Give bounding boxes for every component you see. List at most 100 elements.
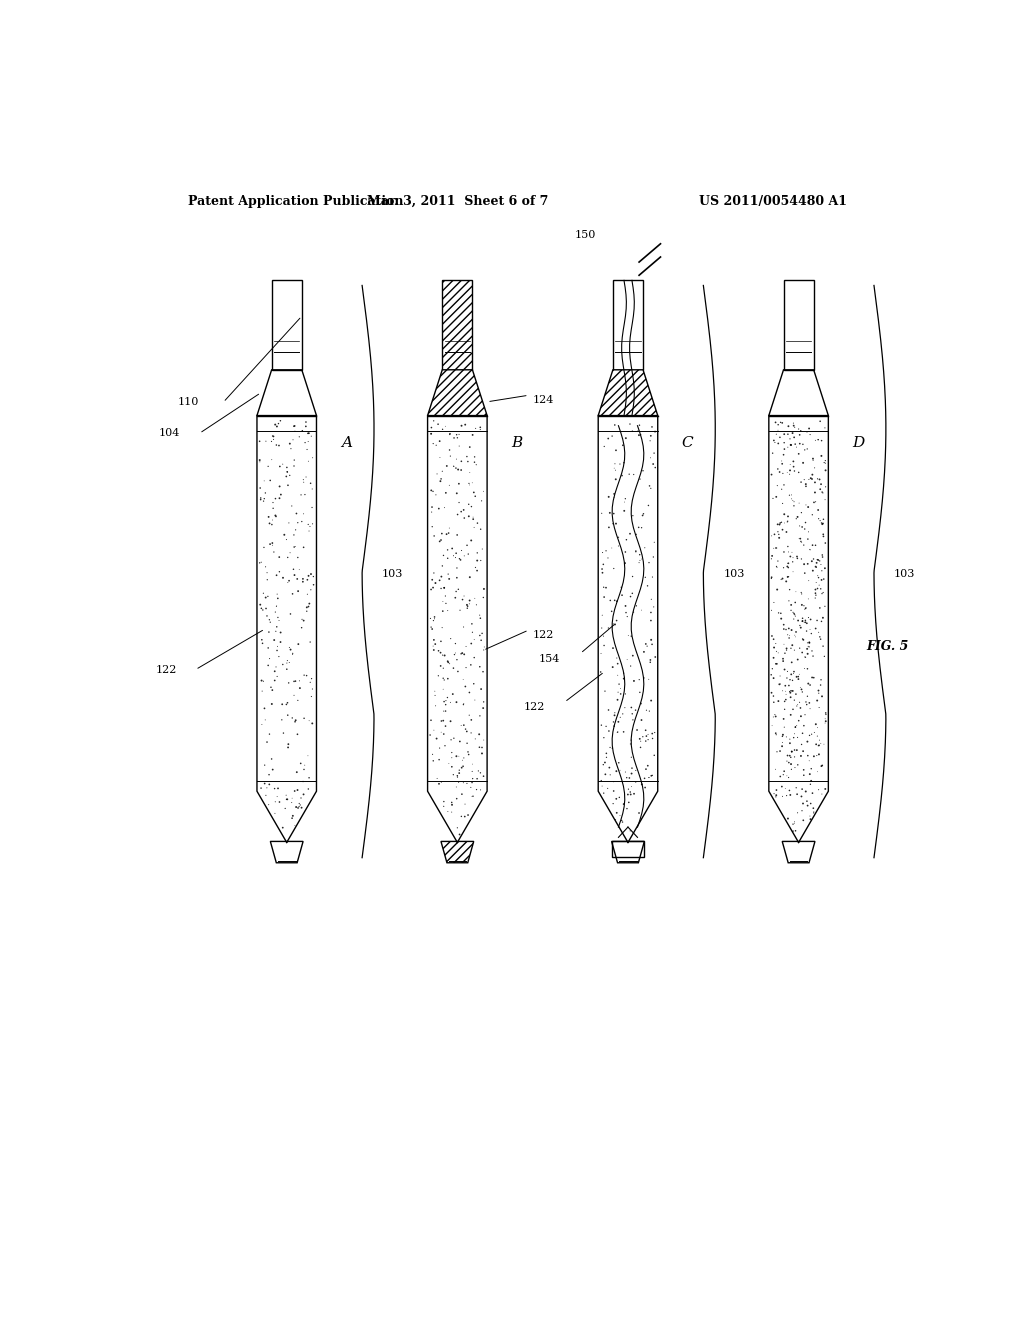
Point bbox=[770, 458, 786, 479]
Point bbox=[285, 805, 301, 826]
Point bbox=[612, 684, 629, 705]
Point bbox=[449, 424, 465, 445]
Point bbox=[791, 444, 807, 465]
Point bbox=[804, 667, 820, 688]
Point bbox=[809, 726, 825, 747]
Point bbox=[267, 506, 284, 527]
Point bbox=[475, 766, 492, 787]
Point bbox=[603, 601, 620, 622]
Point bbox=[475, 730, 492, 751]
Point bbox=[423, 480, 439, 502]
Point bbox=[269, 640, 286, 661]
Point bbox=[298, 665, 314, 686]
Point bbox=[811, 743, 827, 764]
Point bbox=[443, 756, 460, 777]
Point bbox=[455, 750, 471, 771]
Point bbox=[811, 682, 827, 704]
Point bbox=[791, 668, 807, 689]
Point bbox=[780, 618, 797, 639]
Text: 103: 103 bbox=[894, 569, 915, 579]
Point bbox=[784, 422, 801, 444]
Point bbox=[433, 772, 450, 793]
Point bbox=[433, 710, 450, 731]
Point bbox=[817, 490, 834, 511]
Point bbox=[461, 506, 477, 527]
Point bbox=[817, 779, 834, 800]
Point bbox=[279, 466, 295, 487]
Point bbox=[795, 741, 811, 762]
Polygon shape bbox=[441, 841, 474, 863]
Point bbox=[271, 455, 288, 477]
Point bbox=[805, 548, 821, 569]
Point bbox=[600, 618, 616, 639]
Point bbox=[428, 729, 444, 750]
Point bbox=[451, 473, 467, 494]
Point bbox=[775, 764, 792, 785]
Point bbox=[465, 508, 481, 529]
Point bbox=[291, 671, 307, 692]
Point bbox=[778, 570, 795, 591]
Point bbox=[616, 500, 633, 521]
Point bbox=[624, 697, 640, 718]
Point bbox=[786, 739, 803, 760]
Point bbox=[606, 715, 623, 737]
Point bbox=[464, 614, 480, 635]
Point bbox=[302, 473, 318, 494]
Point bbox=[280, 789, 296, 810]
Point bbox=[635, 503, 651, 524]
Point bbox=[778, 619, 795, 640]
Point bbox=[298, 466, 314, 487]
Point bbox=[636, 668, 652, 689]
Point bbox=[449, 746, 465, 767]
Point bbox=[792, 515, 808, 536]
Point bbox=[782, 686, 799, 708]
Point bbox=[807, 471, 823, 492]
Point bbox=[798, 611, 814, 632]
Point bbox=[268, 656, 285, 677]
Point bbox=[625, 566, 641, 587]
Point bbox=[274, 568, 291, 589]
Point bbox=[281, 570, 297, 591]
Point bbox=[638, 719, 654, 741]
Point bbox=[772, 412, 788, 433]
Point bbox=[450, 504, 466, 525]
Point bbox=[604, 425, 621, 446]
Point bbox=[776, 634, 793, 655]
Point bbox=[641, 767, 657, 788]
Point bbox=[291, 426, 307, 447]
Point bbox=[606, 487, 623, 508]
Point bbox=[800, 744, 816, 766]
Point bbox=[464, 785, 480, 807]
Point bbox=[454, 416, 470, 437]
Point bbox=[802, 619, 818, 640]
Point bbox=[799, 685, 815, 706]
Point bbox=[446, 644, 463, 665]
Point bbox=[456, 747, 472, 768]
Point bbox=[268, 616, 285, 638]
Point bbox=[252, 552, 268, 573]
Point bbox=[633, 424, 649, 445]
Point bbox=[816, 451, 833, 473]
Point bbox=[442, 692, 459, 713]
Point bbox=[623, 730, 639, 751]
Point bbox=[794, 532, 810, 553]
Point bbox=[774, 776, 791, 797]
Point bbox=[770, 521, 786, 543]
Point bbox=[443, 729, 460, 750]
Point bbox=[782, 754, 799, 775]
Point bbox=[787, 433, 804, 454]
Point bbox=[435, 591, 452, 612]
Point bbox=[794, 779, 810, 800]
Point bbox=[792, 692, 808, 713]
Point bbox=[782, 682, 799, 704]
Point bbox=[252, 430, 268, 451]
Point bbox=[598, 743, 614, 764]
Point bbox=[253, 671, 269, 692]
Point bbox=[266, 803, 283, 824]
Point bbox=[274, 454, 291, 475]
Point bbox=[767, 759, 783, 780]
Point bbox=[469, 768, 485, 789]
Point bbox=[783, 664, 800, 685]
Point bbox=[810, 565, 826, 586]
Point bbox=[787, 626, 804, 647]
